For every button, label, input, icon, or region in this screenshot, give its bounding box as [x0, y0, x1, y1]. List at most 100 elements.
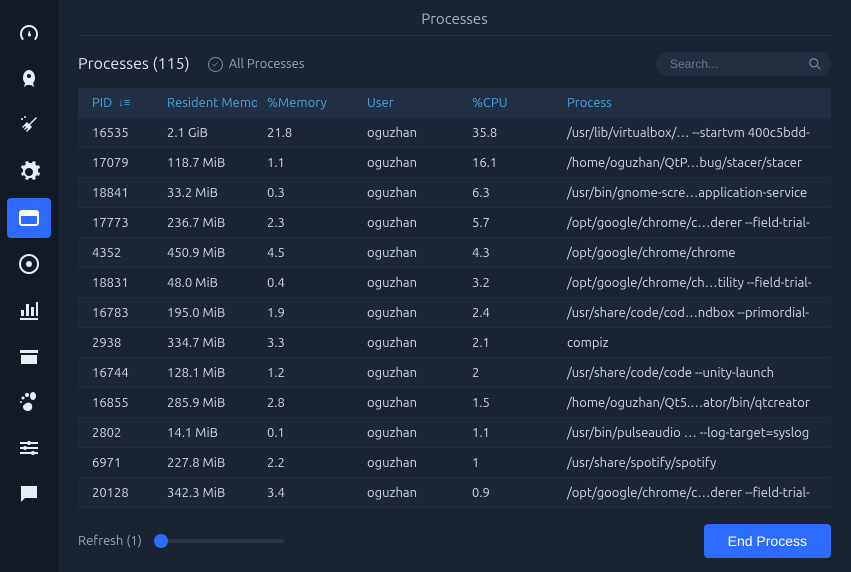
sidebar-item-packages[interactable]	[7, 336, 51, 376]
cell-pcpu: 2.4	[462, 306, 557, 320]
cell-pid: 20128	[82, 486, 157, 500]
refresh-label: Refresh (1)	[78, 534, 142, 548]
cell-rmem: 128.1 MiB	[157, 366, 257, 380]
cell-pmem: 4.5	[257, 246, 357, 260]
sidebar-item-resources[interactable]	[7, 290, 51, 330]
sidebar-item-gnome[interactable]	[7, 382, 51, 422]
cell-pid: 16744	[82, 366, 157, 380]
cell-pmem: 2.8	[257, 396, 357, 410]
table-row[interactable]: 4352450.9 MiB4.5oguzhan4.3/opt/google/ch…	[78, 238, 831, 268]
cell-pid: 18831	[82, 276, 157, 290]
cell-pmem: 1.9	[257, 306, 357, 320]
table-row[interactable]: 16855285.9 MiB2.8oguzhan1.5/home/oguzhan…	[78, 388, 831, 418]
cell-rmem: 14.1 MiB	[157, 426, 257, 440]
all-processes-label: All Processes	[229, 57, 305, 71]
gear-icon	[17, 160, 41, 184]
cell-proc: /usr/bin/gnome-scre…application-service	[557, 186, 827, 200]
rocket-icon	[17, 68, 41, 92]
table-row[interactable]: 17773236.7 MiB2.3oguzhan5.7/opt/google/c…	[78, 208, 831, 238]
cell-rmem: 118.7 MiB	[157, 156, 257, 170]
cell-user: oguzhan	[357, 486, 462, 500]
check-icon: ✓	[208, 57, 223, 72]
col-pmem[interactable]: %Memory	[257, 96, 357, 110]
sidebar	[0, 0, 58, 572]
refresh-slider[interactable]	[154, 539, 284, 543]
cell-pmem: 1.1	[257, 156, 357, 170]
cell-proc: /usr/share/code/cod…ndbox --primordial-	[557, 306, 827, 320]
sidebar-item-settings[interactable]	[7, 428, 51, 468]
slider-knob[interactable]	[154, 534, 168, 548]
cell-rmem: 342.3 MiB	[157, 486, 257, 500]
sidebar-item-uninstaller[interactable]	[7, 244, 51, 284]
cell-user: oguzhan	[357, 426, 462, 440]
table-row[interactable]: 20128342.3 MiB3.4oguzhan0.9/opt/google/c…	[78, 478, 831, 508]
cell-rmem: 195.0 MiB	[157, 306, 257, 320]
cell-pcpu: 4.3	[462, 246, 557, 260]
cell-pid: 2938	[82, 336, 157, 350]
sidebar-item-feedback[interactable]	[7, 474, 51, 514]
col-rmem[interactable]: Resident Memory	[157, 96, 257, 110]
cell-rmem: 285.9 MiB	[157, 396, 257, 410]
cell-pid: 17773	[82, 216, 157, 230]
col-pid[interactable]: PID↓≡	[82, 96, 157, 110]
footer: Refresh (1) End Process	[78, 512, 831, 558]
cell-pcpu: 1.1	[462, 426, 557, 440]
sidebar-item-services[interactable]	[7, 152, 51, 192]
sidebar-item-startup[interactable]	[7, 60, 51, 100]
cell-pmem: 3.3	[257, 336, 357, 350]
chart-icon	[17, 298, 41, 322]
table-row[interactable]: 1884133.2 MiB0.3oguzhan6.3/usr/bin/gnome…	[78, 178, 831, 208]
cell-pcpu: 0.9	[462, 486, 557, 500]
sidebar-item-processes[interactable]	[7, 198, 51, 238]
cell-user: oguzhan	[357, 246, 462, 260]
cell-proc: /usr/share/code/code --unity-launch	[557, 366, 827, 380]
process-count: Processes (115)	[78, 55, 190, 73]
table-row[interactable]: 280214.1 MiB0.1oguzhan1.1/usr/bin/pulsea…	[78, 418, 831, 448]
search-wrap	[656, 52, 831, 76]
cell-proc: /usr/bin/pulseaudio … --log-target=syslo…	[557, 426, 827, 440]
search-icon	[808, 57, 822, 71]
chat-icon	[17, 482, 41, 506]
table-row[interactable]: 2938334.7 MiB3.3oguzhan2.1compiz	[78, 328, 831, 358]
cell-rmem: 227.8 MiB	[157, 456, 257, 470]
cell-pid: 16783	[82, 306, 157, 320]
table-row[interactable]: 16783195.0 MiB1.9oguzhan2.4/usr/share/co…	[78, 298, 831, 328]
disc-icon	[17, 252, 41, 276]
search-input[interactable]	[656, 52, 831, 76]
table-body[interactable]: 165352.1 GiB21.8oguzhan35.8/usr/lib/virt…	[78, 118, 831, 508]
cell-pmem: 3.4	[257, 486, 357, 500]
cell-proc: /usr/lib/virtualbox/… --startvm 400c5bdd…	[557, 126, 827, 140]
cell-pcpu: 6.3	[462, 186, 557, 200]
cell-user: oguzhan	[357, 396, 462, 410]
process-table: PID↓≡ Resident Memory %Memory User %CPU …	[78, 88, 831, 512]
cell-user: oguzhan	[357, 456, 462, 470]
col-pcpu[interactable]: %CPU	[462, 96, 557, 110]
cell-user: oguzhan	[357, 366, 462, 380]
table-row[interactable]: 6971227.8 MiB2.2oguzhan1/usr/share/spoti…	[78, 448, 831, 478]
cell-pmem: 2.3	[257, 216, 357, 230]
cell-pid: 16855	[82, 396, 157, 410]
table-row[interactable]: 1883148.0 MiB0.4oguzhan3.2/opt/google/ch…	[78, 268, 831, 298]
cell-proc: /usr/share/spotify/spotify	[557, 456, 827, 470]
cell-user: oguzhan	[357, 126, 462, 140]
cell-rmem: 2.1 GiB	[157, 126, 257, 140]
table-row[interactable]: 16744128.1 MiB1.2oguzhan2/usr/share/code…	[78, 358, 831, 388]
table-header: PID↓≡ Resident Memory %Memory User %CPU …	[78, 88, 831, 118]
col-user[interactable]: User	[357, 96, 462, 110]
cell-user: oguzhan	[357, 276, 462, 290]
page-title: Processes	[78, 0, 831, 36]
sidebar-item-dashboard[interactable]	[7, 14, 51, 54]
cell-rmem: 33.2 MiB	[157, 186, 257, 200]
gauge-icon	[17, 22, 41, 46]
cell-pcpu: 2	[462, 366, 557, 380]
foot-icon	[17, 390, 41, 414]
table-row[interactable]: 17079118.7 MiB1.1oguzhan16.1/home/oguzha…	[78, 148, 831, 178]
end-process-button[interactable]: End Process	[704, 524, 831, 558]
col-proc[interactable]: Process	[557, 96, 827, 110]
all-processes-toggle[interactable]: ✓ All Processes	[208, 57, 305, 72]
sidebar-item-cleaner[interactable]	[7, 106, 51, 146]
cell-pmem: 2.2	[257, 456, 357, 470]
cell-user: oguzhan	[357, 156, 462, 170]
table-row[interactable]: 165352.1 GiB21.8oguzhan35.8/usr/lib/virt…	[78, 118, 831, 148]
cell-pcpu: 1	[462, 456, 557, 470]
